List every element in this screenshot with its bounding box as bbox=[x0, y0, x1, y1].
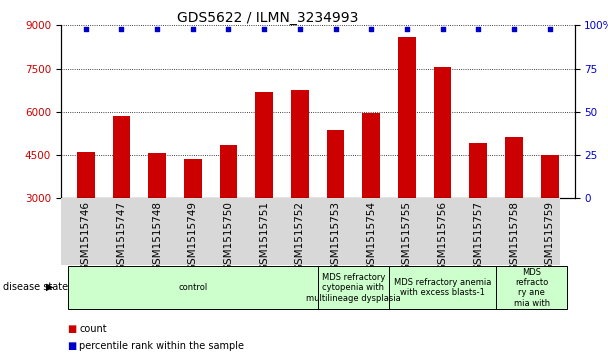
Text: GDS5622 / ILMN_3234993: GDS5622 / ILMN_3234993 bbox=[177, 11, 358, 25]
Text: GSM1515751: GSM1515751 bbox=[259, 201, 269, 271]
Text: GSM1515747: GSM1515747 bbox=[117, 201, 126, 271]
Text: GSM1515756: GSM1515756 bbox=[438, 201, 447, 271]
FancyBboxPatch shape bbox=[389, 266, 496, 309]
Point bbox=[545, 26, 554, 32]
Text: GSM1515749: GSM1515749 bbox=[188, 201, 198, 271]
Text: GSM1515752: GSM1515752 bbox=[295, 201, 305, 271]
Text: GSM1515757: GSM1515757 bbox=[473, 201, 483, 271]
Point bbox=[152, 26, 162, 32]
Text: GSM1515750: GSM1515750 bbox=[224, 201, 233, 271]
Text: GSM1515746: GSM1515746 bbox=[81, 201, 91, 271]
Text: disease state: disease state bbox=[3, 282, 68, 292]
Bar bbox=[505, 138, 523, 284]
Text: GSM1515754: GSM1515754 bbox=[366, 201, 376, 271]
Bar bbox=[184, 159, 202, 284]
Bar bbox=[219, 145, 237, 284]
Point bbox=[295, 26, 305, 32]
Text: GSM1515755: GSM1515755 bbox=[402, 201, 412, 271]
Bar bbox=[77, 152, 95, 284]
Text: MDS
refracto
ry ane
mia with: MDS refracto ry ane mia with bbox=[514, 268, 550, 308]
FancyBboxPatch shape bbox=[496, 266, 567, 309]
Point bbox=[331, 26, 340, 32]
Bar bbox=[255, 91, 273, 284]
Text: ▶: ▶ bbox=[46, 282, 54, 292]
Text: MDS refractory anemia
with excess blasts-1: MDS refractory anemia with excess blasts… bbox=[394, 278, 491, 297]
Point bbox=[224, 26, 233, 32]
FancyBboxPatch shape bbox=[317, 266, 389, 309]
Point bbox=[474, 26, 483, 32]
Bar bbox=[469, 143, 487, 284]
Point bbox=[402, 26, 412, 32]
Text: GSM1515758: GSM1515758 bbox=[509, 201, 519, 271]
Text: ■: ■ bbox=[67, 323, 76, 334]
Text: GSM1515753: GSM1515753 bbox=[331, 201, 340, 271]
Bar bbox=[148, 153, 166, 284]
Text: percentile rank within the sample: percentile rank within the sample bbox=[79, 340, 244, 351]
Text: MDS refractory
cytopenia with
multilineage dysplasia: MDS refractory cytopenia with multilinea… bbox=[306, 273, 401, 303]
Bar bbox=[434, 67, 452, 284]
Text: GSM1515759: GSM1515759 bbox=[545, 201, 554, 271]
Bar bbox=[326, 130, 345, 284]
Point bbox=[81, 26, 91, 32]
Text: count: count bbox=[79, 323, 106, 334]
Text: GSM1515748: GSM1515748 bbox=[152, 201, 162, 271]
Point bbox=[259, 26, 269, 32]
Bar bbox=[541, 155, 559, 284]
Point bbox=[188, 26, 198, 32]
FancyBboxPatch shape bbox=[68, 266, 317, 309]
Bar bbox=[291, 90, 309, 284]
Bar bbox=[112, 116, 130, 284]
FancyBboxPatch shape bbox=[61, 198, 561, 265]
Point bbox=[117, 26, 126, 32]
Bar bbox=[398, 37, 416, 284]
Point bbox=[438, 26, 447, 32]
Text: control: control bbox=[178, 283, 207, 292]
Point bbox=[367, 26, 376, 32]
Text: ■: ■ bbox=[67, 340, 76, 351]
Bar bbox=[362, 113, 380, 284]
Point bbox=[509, 26, 519, 32]
